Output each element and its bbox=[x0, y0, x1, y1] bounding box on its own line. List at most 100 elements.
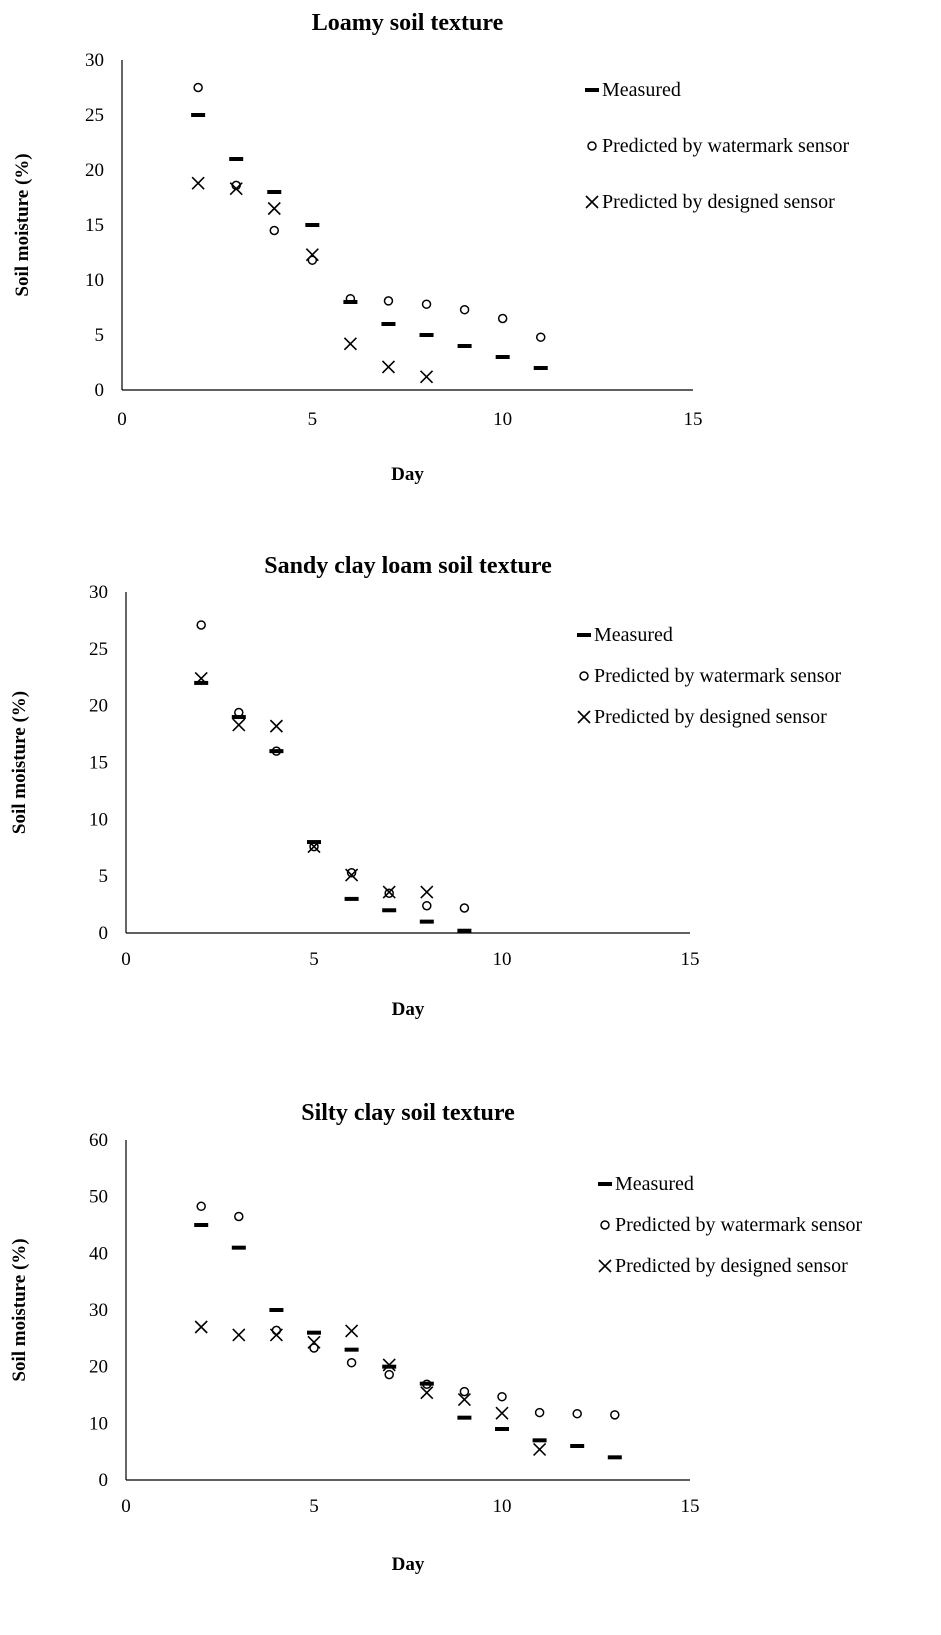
y-tick-label: 0 bbox=[99, 1470, 109, 1491]
data-point-dash bbox=[420, 920, 434, 924]
data-point-dash bbox=[533, 1438, 547, 1442]
legend-marker-dash bbox=[598, 1182, 612, 1186]
data-point-dash bbox=[232, 1246, 246, 1250]
x-tick-label: 0 bbox=[121, 1496, 131, 1517]
data-point-x bbox=[192, 177, 204, 189]
data-point-x bbox=[233, 719, 245, 731]
data-point-x bbox=[308, 1336, 320, 1348]
chart-sandy-clay-loam-soil: Sandy clay loam soil texture051015202530… bbox=[0, 535, 941, 1045]
legend-label: Predicted by designed sensor bbox=[615, 1255, 848, 1277]
data-point-x bbox=[233, 1329, 245, 1341]
y-tick-label: 15 bbox=[89, 753, 108, 774]
data-point-dash bbox=[420, 333, 434, 337]
data-point-dash bbox=[495, 1427, 509, 1431]
data-point-dash bbox=[534, 366, 548, 370]
legend-marker-circle bbox=[588, 142, 596, 150]
data-point-x bbox=[270, 1329, 282, 1341]
legend-marker-circle bbox=[601, 1221, 609, 1229]
y-tick-label: 0 bbox=[99, 923, 109, 944]
y-tick-label: 20 bbox=[89, 696, 108, 717]
chart-title: Loamy soil texture bbox=[312, 10, 504, 36]
data-point-dash bbox=[457, 1416, 471, 1420]
legend-marker-circle bbox=[580, 672, 588, 680]
data-point-dash bbox=[382, 908, 396, 912]
y-tick-label: 40 bbox=[89, 1243, 108, 1264]
chart-panel-silty-clay: Silty clay soil texture 0 10 20 30 40 50 60 0 5 10… bbox=[0, 1090, 941, 1635]
legend-marker-x bbox=[586, 196, 598, 208]
x-tick-label: 0 bbox=[121, 949, 131, 970]
data-point-dash bbox=[269, 1308, 283, 1312]
data-point-circle bbox=[423, 300, 431, 308]
data-point-circle bbox=[460, 904, 468, 912]
data-point-dash bbox=[458, 344, 472, 348]
legend-marker-x bbox=[599, 1260, 611, 1272]
x-axis-title: Day bbox=[391, 464, 424, 485]
x-tick-label: 5 bbox=[308, 409, 318, 430]
data-point-dash bbox=[381, 322, 395, 326]
y-tick-label: 60 bbox=[89, 1130, 108, 1151]
y-tick-label: 10 bbox=[85, 270, 104, 291]
x-tick-label: 10 bbox=[493, 1496, 512, 1517]
x-axis-title: Day bbox=[392, 999, 425, 1020]
data-point-dash bbox=[191, 113, 205, 117]
data-point-circle bbox=[536, 1409, 544, 1417]
x-tick-label: 10 bbox=[493, 409, 512, 430]
legend-label: Predicted by watermark sensor bbox=[615, 1214, 862, 1236]
data-point-x bbox=[421, 371, 433, 383]
x-tick-label: 5 bbox=[309, 949, 319, 970]
legend-label: Predicted by designed sensor bbox=[594, 706, 827, 728]
data-point-dash bbox=[457, 929, 471, 933]
data-point-dash bbox=[194, 1223, 208, 1227]
data-point-circle bbox=[270, 227, 278, 235]
data-point-circle bbox=[499, 315, 507, 323]
data-point-dash bbox=[345, 1348, 359, 1352]
y-axis-title: Soil moisture (%) bbox=[12, 153, 33, 296]
x-tick-label: 15 bbox=[684, 409, 703, 430]
data-point-circle bbox=[385, 889, 393, 897]
data-point-circle bbox=[460, 1388, 468, 1396]
y-tick-label: 10 bbox=[89, 809, 108, 830]
legend-marker-dash bbox=[585, 88, 599, 92]
chart-title: Sandy clay loam soil texture bbox=[264, 553, 552, 579]
data-point-circle bbox=[537, 333, 545, 341]
x-tick-label: 0 bbox=[117, 409, 127, 430]
x-axis-title: Day bbox=[392, 1554, 425, 1575]
x-tick-label: 15 bbox=[681, 1496, 700, 1517]
x-tick-label: 15 bbox=[681, 949, 700, 970]
y-tick-label: 30 bbox=[89, 582, 108, 603]
data-point-x bbox=[270, 720, 282, 732]
legend-label: Predicted by designed sensor bbox=[602, 191, 835, 213]
data-point-circle bbox=[235, 1213, 243, 1221]
data-point-x bbox=[230, 183, 242, 195]
data-point-circle bbox=[385, 1371, 393, 1379]
data-point-x bbox=[346, 1325, 358, 1337]
legend-label: Predicted by watermark sensor bbox=[602, 135, 849, 157]
data-point-circle bbox=[348, 1359, 356, 1367]
legend-marker-dash bbox=[577, 633, 591, 637]
y-tick-label: 50 bbox=[89, 1187, 108, 1208]
y-tick-label: 10 bbox=[89, 1413, 108, 1434]
y-tick-label: 0 bbox=[95, 380, 105, 401]
x-tick-label: 5 bbox=[309, 1496, 319, 1517]
data-point-dash bbox=[307, 1331, 321, 1335]
data-point-dash bbox=[496, 355, 510, 359]
data-point-circle bbox=[573, 1410, 581, 1418]
chart-loamy-soil: Loamy soil texture 0 5 10 15 20 25 30 0 5 10 15 Day S… bbox=[0, 0, 941, 500]
y-tick-label: 20 bbox=[89, 1357, 108, 1378]
chart-silty-clay-soil: Silty clay soil texture 0 10 20 30 40 50 60 0 5 10… bbox=[0, 1090, 941, 1635]
data-point-x bbox=[195, 1321, 207, 1333]
data-point-x bbox=[346, 869, 358, 881]
data-point-dash bbox=[570, 1444, 584, 1448]
data-point-dash bbox=[345, 897, 359, 901]
data-point-dash bbox=[229, 157, 243, 161]
y-tick-label: 30 bbox=[89, 1300, 108, 1321]
legend-marker-x bbox=[578, 711, 590, 723]
y-tick-label: 20 bbox=[85, 160, 104, 181]
data-point-x bbox=[344, 338, 356, 350]
data-point-x bbox=[268, 203, 280, 215]
data-point-dash bbox=[608, 1455, 622, 1459]
legend-label: Measured bbox=[615, 1173, 694, 1195]
data-point-circle bbox=[611, 1411, 619, 1419]
data-point-x bbox=[306, 249, 318, 261]
y-axis-title: Soil moisture (%) bbox=[9, 691, 30, 834]
